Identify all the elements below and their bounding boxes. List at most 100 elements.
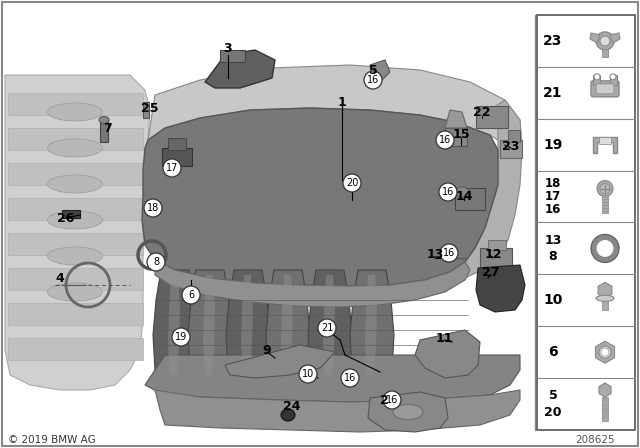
Bar: [500, 140, 522, 158]
Ellipse shape: [47, 175, 102, 193]
Bar: [488, 240, 506, 250]
Polygon shape: [323, 275, 335, 375]
Polygon shape: [203, 275, 215, 375]
Bar: [599, 137, 611, 144]
Circle shape: [144, 199, 162, 217]
Circle shape: [597, 181, 613, 197]
Polygon shape: [5, 75, 150, 390]
Polygon shape: [153, 270, 197, 395]
Bar: [602, 194, 608, 212]
Polygon shape: [241, 275, 253, 375]
Text: 19: 19: [175, 332, 187, 342]
Text: 13: 13: [544, 234, 562, 247]
Bar: [537, 15, 635, 430]
Text: © 2019 BMW AG: © 2019 BMW AG: [8, 435, 96, 445]
Bar: [168, 138, 186, 150]
Text: 9: 9: [262, 344, 271, 357]
Text: 7: 7: [102, 121, 111, 134]
Text: 3: 3: [224, 42, 232, 55]
Bar: [143, 102, 149, 118]
Bar: [476, 106, 508, 128]
Circle shape: [163, 159, 181, 177]
Text: 19: 19: [543, 138, 563, 152]
Bar: [602, 298, 608, 310]
FancyBboxPatch shape: [596, 84, 614, 94]
Ellipse shape: [596, 295, 614, 302]
Text: 26: 26: [58, 211, 75, 224]
Ellipse shape: [47, 247, 102, 265]
Circle shape: [591, 234, 619, 263]
Polygon shape: [598, 282, 612, 298]
Bar: [8, 163, 143, 185]
Text: 13: 13: [426, 249, 444, 262]
Circle shape: [182, 286, 200, 304]
Bar: [593, 75, 600, 85]
Polygon shape: [610, 33, 620, 43]
Ellipse shape: [393, 405, 423, 419]
Bar: [62, 210, 80, 218]
Bar: [480, 248, 512, 268]
Bar: [8, 128, 143, 150]
Circle shape: [596, 239, 614, 258]
Text: 2: 2: [380, 393, 388, 406]
Text: 5: 5: [369, 64, 378, 77]
Circle shape: [318, 319, 336, 337]
Polygon shape: [188, 270, 232, 395]
Circle shape: [147, 253, 165, 271]
Polygon shape: [593, 137, 617, 153]
Bar: [445, 128, 467, 146]
Circle shape: [436, 131, 454, 149]
Bar: [455, 188, 485, 210]
Bar: [8, 268, 143, 290]
Bar: [162, 148, 192, 166]
Text: 21: 21: [543, 86, 563, 100]
Circle shape: [594, 74, 600, 80]
Polygon shape: [599, 383, 611, 397]
Ellipse shape: [99, 116, 109, 124]
Text: 10: 10: [543, 293, 563, 307]
Polygon shape: [226, 270, 270, 395]
Circle shape: [601, 348, 609, 356]
Text: 23: 23: [543, 34, 563, 48]
Polygon shape: [145, 355, 520, 402]
Polygon shape: [458, 100, 522, 278]
Bar: [610, 75, 617, 85]
Text: 18: 18: [545, 177, 561, 190]
Text: 21: 21: [321, 323, 333, 333]
Polygon shape: [445, 110, 467, 128]
Text: 27: 27: [483, 267, 500, 280]
Bar: [8, 338, 143, 360]
Circle shape: [172, 328, 190, 346]
Polygon shape: [365, 275, 377, 375]
Text: 18: 18: [147, 203, 159, 213]
Text: 8: 8: [153, 257, 159, 267]
Bar: [8, 303, 143, 325]
Polygon shape: [281, 275, 293, 375]
Ellipse shape: [47, 103, 102, 121]
Bar: [100, 120, 108, 142]
FancyBboxPatch shape: [591, 81, 619, 97]
Circle shape: [440, 244, 458, 262]
Circle shape: [599, 346, 611, 358]
Circle shape: [610, 74, 616, 80]
Text: 22: 22: [473, 107, 491, 120]
Text: 20: 20: [346, 178, 358, 188]
Polygon shape: [142, 108, 498, 286]
Polygon shape: [155, 390, 520, 432]
Circle shape: [600, 184, 610, 194]
Polygon shape: [225, 345, 335, 378]
Bar: [220, 50, 245, 62]
Text: 16: 16: [367, 75, 379, 85]
Ellipse shape: [47, 283, 102, 301]
Text: 5: 5: [548, 389, 557, 402]
Text: 6: 6: [188, 290, 194, 300]
Ellipse shape: [444, 254, 452, 260]
Circle shape: [343, 174, 361, 192]
Ellipse shape: [455, 187, 469, 197]
Text: 4: 4: [56, 271, 65, 284]
Ellipse shape: [47, 211, 102, 229]
Text: 16: 16: [442, 187, 454, 197]
Text: 6: 6: [548, 345, 558, 359]
Polygon shape: [148, 65, 522, 150]
Polygon shape: [590, 33, 600, 43]
